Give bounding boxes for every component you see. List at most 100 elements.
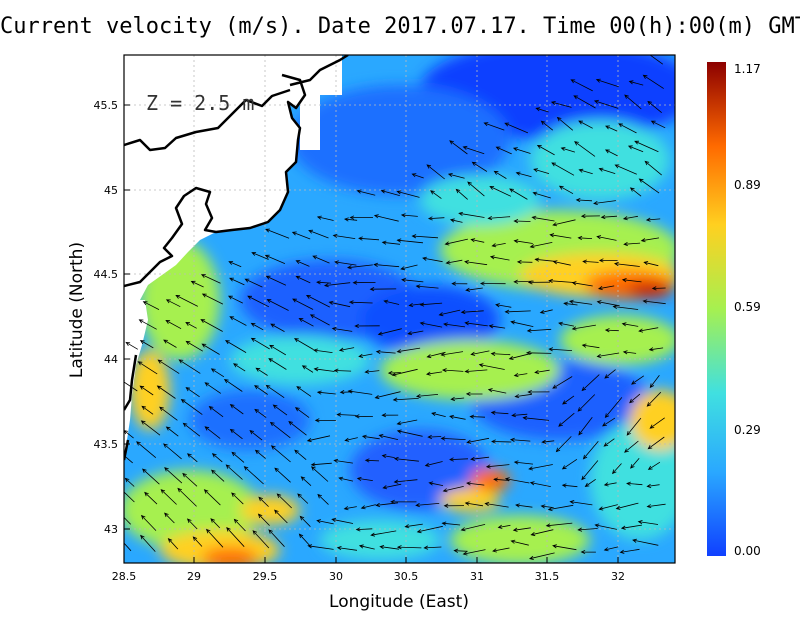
velocity-arrow (419, 321, 443, 328)
colorbar-tick-label: 0.59 (734, 300, 761, 314)
x-tick-label: 30 (329, 570, 343, 583)
velocity-arrow (156, 385, 176, 399)
velocity-arrow (268, 529, 285, 547)
velocity-arrow (229, 428, 243, 440)
velocity-arrow (336, 412, 357, 417)
velocity-arrow (296, 386, 312, 397)
velocity-arrow (124, 477, 135, 487)
velocity-arrow (558, 412, 575, 427)
velocity-arrow (358, 353, 373, 358)
velocity-arrow (331, 326, 353, 332)
y-axis: 43 43.5 44 44.5 45 45.5 Latitude (North) (67, 99, 130, 536)
velocity-arrow (266, 299, 289, 311)
velocity-arrow (460, 524, 486, 532)
x-tick-label: 29.5 (253, 570, 278, 583)
velocity-arrow (396, 545, 422, 550)
velocity-arrow (460, 309, 484, 315)
velocity-arrow (400, 213, 418, 218)
velocity-arrow (291, 231, 311, 240)
velocity-arrow (603, 546, 619, 552)
velocity-arrow (638, 178, 660, 194)
velocity-arrow (391, 368, 418, 377)
velocity-arrow (515, 171, 532, 178)
velocity-arrow (462, 549, 486, 556)
velocity-arrow (381, 413, 399, 418)
velocity-arrow (144, 491, 158, 505)
velocity-arrow (489, 186, 512, 197)
velocity-arrow (534, 369, 550, 375)
velocity-arrow (426, 164, 445, 180)
velocity-arrow (441, 368, 464, 373)
velocity-arrow (136, 441, 157, 459)
velocity-arrow (265, 384, 285, 399)
velocity-field (124, 55, 675, 563)
velocity-arrow (634, 140, 659, 153)
velocity-arrow (464, 260, 488, 266)
velocity-arrow (443, 503, 465, 508)
velocity-arrow (415, 393, 439, 399)
velocity-arrow (247, 295, 270, 308)
velocity-arrow (203, 489, 221, 506)
velocity-arrow (624, 94, 642, 110)
velocity-arrow (343, 217, 358, 222)
velocity-arrow (426, 351, 446, 359)
velocity-arrow (593, 200, 616, 206)
velocity-arrow (628, 80, 644, 86)
velocity-arrow (163, 443, 182, 460)
velocity-arrow (596, 300, 620, 307)
velocity-arrow (638, 327, 659, 333)
velocity-arrow (175, 294, 198, 307)
velocity-arrow (568, 299, 593, 305)
velocity-arrow (396, 190, 420, 198)
velocity-arrow (157, 359, 180, 374)
velocity-arrow (419, 302, 443, 307)
velocity-arrow (165, 426, 179, 437)
velocity-arrow (299, 515, 311, 527)
x-tick-label: 32 (611, 570, 625, 583)
velocity-arrow (447, 173, 465, 179)
velocity-arrow (604, 328, 619, 333)
velocity-arrow (295, 260, 310, 267)
velocity-arrow (613, 261, 640, 267)
velocity-arrow (274, 467, 291, 483)
velocity-arrow (642, 299, 666, 305)
velocity-arrow (560, 147, 576, 153)
velocity-arrow (555, 436, 572, 453)
velocity-arrow (352, 280, 376, 285)
velocity-arrow (530, 529, 554, 537)
velocity-arrow (630, 458, 640, 469)
velocity-arrow (491, 439, 512, 444)
velocity-arrow (250, 337, 270, 350)
velocity-arrow (255, 367, 268, 376)
velocity-arrow (464, 369, 488, 374)
velocity-arrow (531, 215, 555, 222)
velocity-arrow (274, 509, 288, 524)
velocity-arrow (548, 347, 573, 352)
velocity-arrow (646, 503, 666, 509)
velocity-arrow (646, 391, 662, 407)
velocity-arrow (650, 120, 666, 129)
velocity-arrow (307, 544, 334, 550)
velocity-arrow (532, 191, 551, 199)
velocity-arrow (269, 421, 291, 439)
velocity-arrow (229, 404, 244, 415)
velocity-arrows (124, 55, 666, 560)
velocity-arrow (465, 287, 483, 292)
velocity-arrow (604, 369, 616, 379)
velocity-arrow (596, 352, 620, 359)
velocity-arrow (332, 233, 356, 239)
velocity-arrow (430, 190, 442, 199)
colorbar: 0.00 0.29 0.59 0.89 1.17 (707, 62, 761, 558)
velocity-arrow (512, 527, 531, 532)
velocity-arrow (254, 449, 266, 459)
velocity-arrow (269, 344, 287, 356)
colorbar-tick-label: 0.89 (734, 178, 761, 192)
velocity-arrow (581, 460, 599, 481)
velocity-arrow (627, 145, 644, 153)
velocity-arrow (294, 338, 314, 350)
velocity-arrow (381, 454, 395, 459)
velocity-arrow (622, 350, 637, 355)
velocity-arrow (328, 300, 351, 308)
velocity-arrow (490, 351, 511, 356)
velocity-arrow (561, 483, 578, 488)
